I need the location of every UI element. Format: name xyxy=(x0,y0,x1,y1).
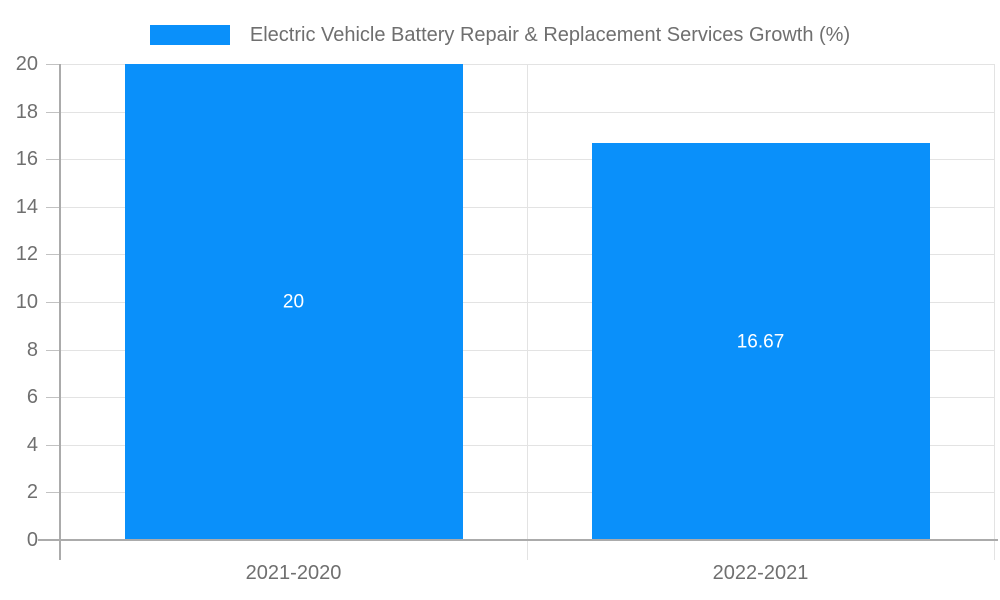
y-tick-label: 20 xyxy=(15,53,38,75)
y-axis-line xyxy=(59,64,61,560)
y-tick-mark xyxy=(46,254,60,256)
legend-label: Electric Vehicle Battery Repair & Replac… xyxy=(249,24,851,46)
y-tick-mark xyxy=(46,64,60,65)
x-axis-label: 2022-2021 xyxy=(712,562,809,584)
y-tick-mark xyxy=(46,492,60,494)
y-tick-label: 0 xyxy=(26,529,38,551)
x-gridline xyxy=(527,64,528,560)
y-tick-mark xyxy=(46,111,60,113)
bar-value-label: 20 xyxy=(282,291,305,313)
y-tick-label: 16 xyxy=(15,148,38,171)
x-axis-label: 2021-2020 xyxy=(245,562,342,584)
bar-2021-2020[interactable] xyxy=(124,64,463,540)
legend-swatch xyxy=(149,25,230,45)
x-gridline xyxy=(994,64,995,560)
y-tick-mark xyxy=(46,302,60,303)
y-tick-label: 2 xyxy=(26,481,38,504)
y-tick-label: 6 xyxy=(26,386,38,409)
y-tick-mark xyxy=(46,159,60,161)
x-axis-line xyxy=(38,539,998,541)
y-tick-label: 18 xyxy=(15,100,38,123)
y-tick-mark xyxy=(46,397,60,399)
y-tick-mark xyxy=(46,349,60,351)
y-tick-label: 14 xyxy=(15,195,38,218)
y-tick-label: 12 xyxy=(15,243,38,266)
y-tick-mark xyxy=(46,206,60,208)
y-tick-label: 10 xyxy=(15,291,38,313)
y-tick-mark xyxy=(46,444,60,446)
y-tick-label: 8 xyxy=(26,338,38,361)
y-tick-label: 4 xyxy=(26,433,38,456)
legend-item[interactable]: Electric Vehicle Battery Repair & Replac… xyxy=(0,25,1000,45)
bar-value-label: 16.67 xyxy=(736,331,785,353)
bar-2022-2021[interactable] xyxy=(591,143,930,540)
plot-area: 0 2 4 6 8 10 12 14 16 18 20 20 2021-2020 16.67 2022-20… xyxy=(16,54,998,583)
